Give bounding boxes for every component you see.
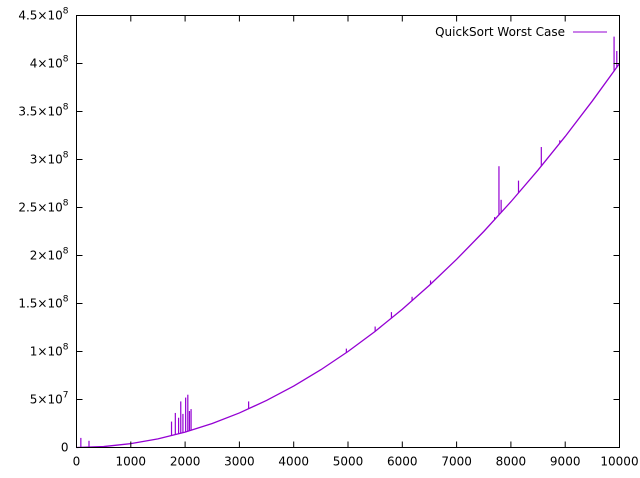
y-tick-exponent: 8 [63,343,69,353]
series-line [76,63,621,449]
y-tick-mantissa: 3.5×10 [18,105,62,119]
y-tick-mantissa: 4.5×10 [18,9,62,23]
y-tick-exponent: 8 [63,247,69,257]
y-tick-mantissa: 3×10 [30,153,63,167]
y-tick-label: 4.5×108 [18,7,68,23]
y-tick-mantissa: 0 [61,441,69,455]
x-tick-label: 6000 [387,455,418,469]
plot-lines [76,36,621,449]
legend: QuickSort Worst Case [435,25,607,39]
y-tick-label: 2.5×108 [18,199,68,215]
y-tick-label: 5×107 [30,391,69,407]
y-tick-exponent: 7 [63,391,69,401]
y-tick-label: 0 [61,441,69,455]
x-tick-label: 5000 [333,455,364,469]
y-tick-mantissa: 1×10 [30,345,63,359]
y-tick-exponent: 8 [63,103,69,113]
y-tick-exponent: 8 [63,151,69,161]
y-tick-mantissa: 2×10 [30,249,63,263]
x-tick-label: 10000 [600,455,638,469]
x-tick-label: 2000 [170,455,201,469]
y-tick-exponent: 8 [63,199,69,209]
y-tick-label: 3×108 [30,151,69,167]
x-tick-label: 1000 [116,455,147,469]
y-tick-mantissa: 5×10 [30,393,63,407]
y-tick-label: 1×108 [30,343,69,359]
y-tick-label: 1.5×108 [18,295,68,311]
x-tick-label: 4000 [278,455,309,469]
x-axis: 0 1000 2000 3000 4000 5000 6000 7000 8000 9000 100… [73,15,639,469]
plot-frame [76,15,620,448]
x-tick-label: 9000 [550,455,581,469]
y-tick-mantissa: 2.5×10 [18,201,62,215]
y-tick-mantissa: 1.5×10 [18,297,62,311]
y-tick-exponent: 8 [63,55,69,65]
y-tick-label: 3.5×108 [18,103,68,119]
y-tick-mantissa: 4×10 [30,57,63,71]
y-tick-exponent: 8 [63,7,69,17]
y-tick-exponent: 8 [63,295,69,305]
y-axis: 05×1071×1081.5×1082×1082.5×1083×1083.5×1… [18,7,620,455]
x-tick-label: 7000 [441,455,472,469]
x-tick-label: 8000 [496,455,527,469]
x-tick-label: 3000 [224,455,255,469]
x-tick-label: 0 [73,455,81,469]
legend-label: QuickSort Worst Case [435,25,565,39]
y-tick-label: 4×108 [30,55,69,71]
y-tick-label: 2×108 [30,247,69,263]
